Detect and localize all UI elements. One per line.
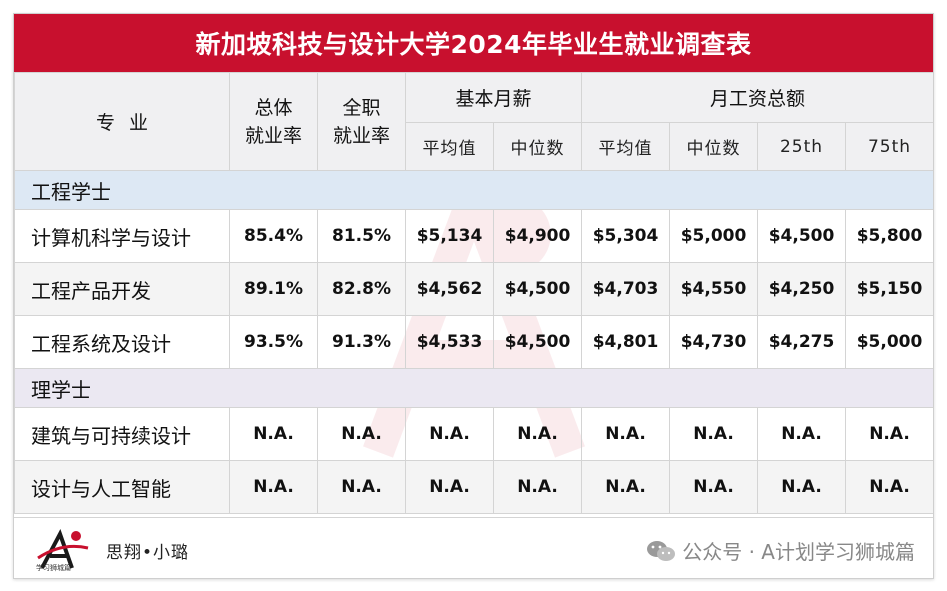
overall-rate: 89.1%: [229, 262, 318, 316]
header-basic-mean: 平均值: [405, 122, 494, 171]
brand-logo-icon: [37, 529, 89, 569]
footer: 学习狮城篇 思翔•小璐 公众号 · A计划学习狮城篇: [14, 517, 933, 578]
table-row: 计算机科学与设计 85.4% 81.5% $5,134 $4,900 $5,30…: [14, 209, 933, 263]
header-basic-salary: 基本月薪: [404, 72, 583, 123]
table-row: 工程产品开发 89.1% 82.8% $4,562 $4,500 $4,703 …: [14, 262, 933, 316]
gross-p25: $4,275: [757, 315, 847, 369]
gross-p75: $5,000: [845, 315, 933, 369]
basic-mean: $4,562: [405, 262, 494, 316]
header-p75: 75th: [845, 122, 933, 171]
overall-rate: 93.5%: [229, 315, 318, 369]
employment-table: 专业 总体 就业率 全职 就业率 基本月薪 月工资总额 平均值 中位数 平均值 中位…: [14, 72, 933, 514]
gross-median: N.A.: [669, 407, 759, 461]
gross-mean: $4,801: [581, 315, 671, 369]
basic-median: $4,500: [492, 262, 583, 316]
fulltime-rate: N.A.: [317, 460, 406, 514]
gross-median: N.A.: [669, 460, 759, 514]
section-label: 工程学士: [14, 170, 933, 210]
major-name: 设计与人工智能: [14, 460, 230, 514]
gross-p25: $4,250: [757, 262, 847, 316]
basic-median: N.A.: [492, 407, 583, 461]
fulltime-rate: 81.5%: [317, 209, 406, 263]
header-gross-mean: 平均值: [581, 122, 671, 171]
gross-p25: N.A.: [757, 407, 847, 461]
basic-mean: N.A.: [405, 460, 494, 514]
basic-mean: N.A.: [405, 407, 494, 461]
basic-mean: $5,134: [405, 209, 494, 263]
fulltime-rate: 91.3%: [317, 315, 406, 369]
table-row: 建筑与可持续设计 N.A. N.A. N.A. N.A. N.A. N.A. N…: [14, 407, 933, 461]
gross-median: $4,550: [669, 262, 759, 316]
wechat-account: 公众号 · A计划学习狮城篇: [646, 536, 915, 565]
table-title: 新加坡科技与设计大学2024年毕业生就业调查表: [14, 14, 933, 72]
gross-mean: N.A.: [581, 407, 671, 461]
gross-mean: N.A.: [581, 460, 671, 514]
basic-median: $4,500: [492, 315, 583, 369]
gross-p25: $4,500: [757, 209, 847, 263]
gross-p75: N.A.: [845, 407, 933, 461]
fulltime-rate: N.A.: [317, 407, 406, 461]
logo-caption: 学习狮城篇: [36, 564, 71, 572]
gross-p75: $5,800: [845, 209, 933, 263]
header-p25: 25th: [757, 122, 847, 171]
major-name: 计算机科学与设计: [14, 209, 230, 263]
header-gross-salary: 月工资总额: [581, 72, 933, 123]
major-name: 工程产品开发: [14, 262, 230, 316]
wechat-icon: [647, 540, 676, 561]
basic-median: $4,900: [492, 209, 583, 263]
section-label: 理学士: [14, 368, 933, 408]
gross-p75: $5,150: [845, 262, 933, 316]
gross-median: $4,730: [669, 315, 759, 369]
survey-card: 新加坡科技与设计大学2024年毕业生就业调查表 专业 总体 就业率 全职 就业率 基…: [13, 13, 934, 579]
overall-rate: N.A.: [229, 407, 318, 461]
overall-rate: 85.4%: [229, 209, 318, 263]
section-row: 理学士: [14, 368, 933, 408]
wechat-account-label: 公众号 · A计划学习狮城篇: [682, 540, 915, 564]
overall-rate: N.A.: [229, 460, 318, 514]
table-row: 设计与人工智能 N.A. N.A. N.A. N.A. N.A. N.A. N.…: [14, 460, 933, 514]
table-row: 工程系统及设计 93.5% 91.3% $4,533 $4,500 $4,801…: [14, 315, 933, 369]
basic-median: N.A.: [492, 460, 583, 514]
brand-name: 思翔•小璐: [106, 543, 190, 563]
gross-p75: N.A.: [845, 460, 933, 514]
section-row: 工程学士: [14, 170, 933, 210]
header-fulltime-rate: 全职 就业率: [317, 72, 406, 171]
header-overall-rate: 总体 就业率: [229, 72, 318, 171]
header-basic-median: 中位数: [492, 122, 583, 171]
basic-mean: $4,533: [405, 315, 494, 369]
header-major: 专业: [14, 72, 230, 171]
fulltime-rate: 82.8%: [317, 262, 406, 316]
major-name: 工程系统及设计: [14, 315, 230, 369]
gross-median: $5,000: [669, 209, 759, 263]
gross-mean: $4,703: [581, 262, 671, 316]
gross-mean: $5,304: [581, 209, 671, 263]
major-name: 建筑与可持续设计: [14, 407, 230, 461]
header-gross-median: 中位数: [669, 122, 759, 171]
gross-p25: N.A.: [757, 460, 847, 514]
